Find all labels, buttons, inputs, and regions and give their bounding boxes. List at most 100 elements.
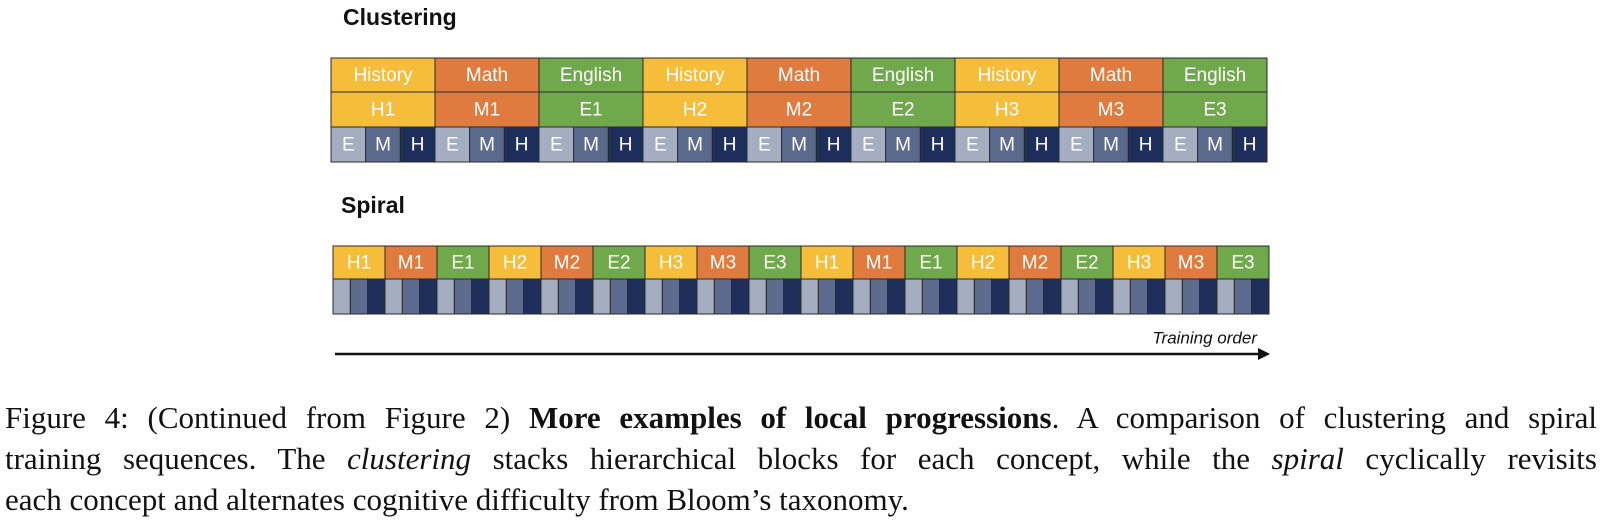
level-block (746, 126, 783, 163)
level-block (713, 278, 733, 315)
level-block (989, 126, 1025, 163)
subject-label: English (560, 65, 622, 86)
subject-block (1162, 57, 1268, 93)
level-block (436, 278, 455, 315)
subject-label: Math (778, 65, 820, 86)
unit-block (850, 91, 956, 128)
level-block (852, 278, 871, 315)
level-block (1231, 126, 1268, 163)
subject-block (850, 57, 956, 93)
level-label: M (687, 135, 703, 156)
subject-label: Math (1090, 65, 1132, 86)
subject-label: History (977, 65, 1037, 86)
unit-label: E3 (1231, 253, 1254, 274)
level-block (781, 126, 817, 163)
level-block (800, 278, 819, 315)
level-label: M (791, 135, 807, 156)
level-block (469, 126, 505, 163)
level-block (367, 278, 386, 315)
subject-block (538, 57, 644, 93)
subject-block (434, 57, 540, 93)
level-label: H (1139, 135, 1153, 156)
caption-text: clustering (347, 441, 472, 476)
level-label: H (515, 135, 529, 156)
level-block (939, 278, 958, 315)
level-block (1008, 278, 1027, 315)
unit-block (1164, 245, 1218, 280)
subject-label: History (665, 65, 725, 86)
level-label: M (895, 135, 911, 156)
unit-label: H2 (683, 100, 707, 121)
unit-label: H3 (659, 253, 683, 274)
level-block (627, 278, 646, 315)
level-block (835, 278, 854, 315)
caption-text: . A comparison of clustering and spiral (1051, 400, 1598, 435)
unit-label: M3 (1178, 253, 1204, 274)
unit-label: E3 (1203, 100, 1226, 121)
caption-line: each concept and alternates cognitive di… (5, 482, 1597, 523)
unit-block (436, 245, 490, 280)
level-block (904, 278, 923, 315)
clustering-title: Clustering (343, 4, 457, 30)
unit-label: M2 (554, 253, 580, 274)
level-label: H (723, 135, 737, 156)
caption-text: each concept and alternates cognitive di… (5, 482, 909, 517)
level-block (885, 126, 921, 163)
level-block (401, 278, 421, 315)
unit-label: M1 (866, 253, 892, 274)
level-block (1043, 278, 1062, 315)
level-label: E (862, 135, 875, 156)
subject-label: Math (466, 65, 508, 86)
caption-line: training sequences. The clustering stack… (5, 441, 1597, 482)
unit-block (1008, 245, 1062, 280)
unit-label: E1 (579, 100, 602, 121)
unit-block (1216, 245, 1270, 280)
unit-label: H2 (971, 253, 995, 274)
unit-block (696, 245, 750, 280)
level-label: E (654, 135, 667, 156)
level-block (1233, 278, 1253, 315)
level-block (1147, 278, 1166, 315)
unit-block (592, 245, 646, 280)
level-block (1112, 278, 1131, 315)
level-label: E (342, 135, 355, 156)
level-block (1129, 278, 1149, 315)
level-label: M (583, 135, 599, 156)
level-block (1216, 278, 1235, 315)
level-block (765, 278, 785, 315)
level-label: M (375, 135, 391, 156)
level-label: H (1035, 135, 1049, 156)
unit-block (852, 245, 906, 280)
level-block (1164, 278, 1183, 315)
level-block (817, 278, 837, 315)
unit-label: M3 (1098, 100, 1124, 121)
level-block (887, 278, 906, 315)
level-block (644, 278, 663, 315)
level-block (540, 278, 559, 315)
unit-label: M1 (474, 100, 500, 121)
unit-block (956, 245, 1010, 280)
level-block (471, 278, 490, 315)
level-block (557, 278, 577, 315)
level-label: M (999, 135, 1015, 156)
level-block (419, 278, 438, 315)
unit-label: H2 (503, 253, 527, 274)
level-block (384, 278, 403, 315)
caption-text: training sequences. The (5, 441, 348, 476)
training-order-label: Training order (1152, 328, 1258, 347)
level-block (869, 278, 889, 315)
level-block (1199, 278, 1218, 315)
spiral-title: Spiral (341, 192, 405, 218)
caption-text: spiral (1271, 441, 1344, 476)
subject-block (1058, 57, 1164, 93)
level-block (1095, 278, 1114, 315)
level-block (748, 278, 767, 315)
level-label: H (827, 135, 841, 156)
level-label: E (446, 135, 459, 156)
level-block (661, 278, 681, 315)
level-block (783, 278, 802, 315)
unit-label: E3 (763, 253, 786, 274)
level-block (973, 278, 993, 315)
level-block (349, 278, 369, 315)
